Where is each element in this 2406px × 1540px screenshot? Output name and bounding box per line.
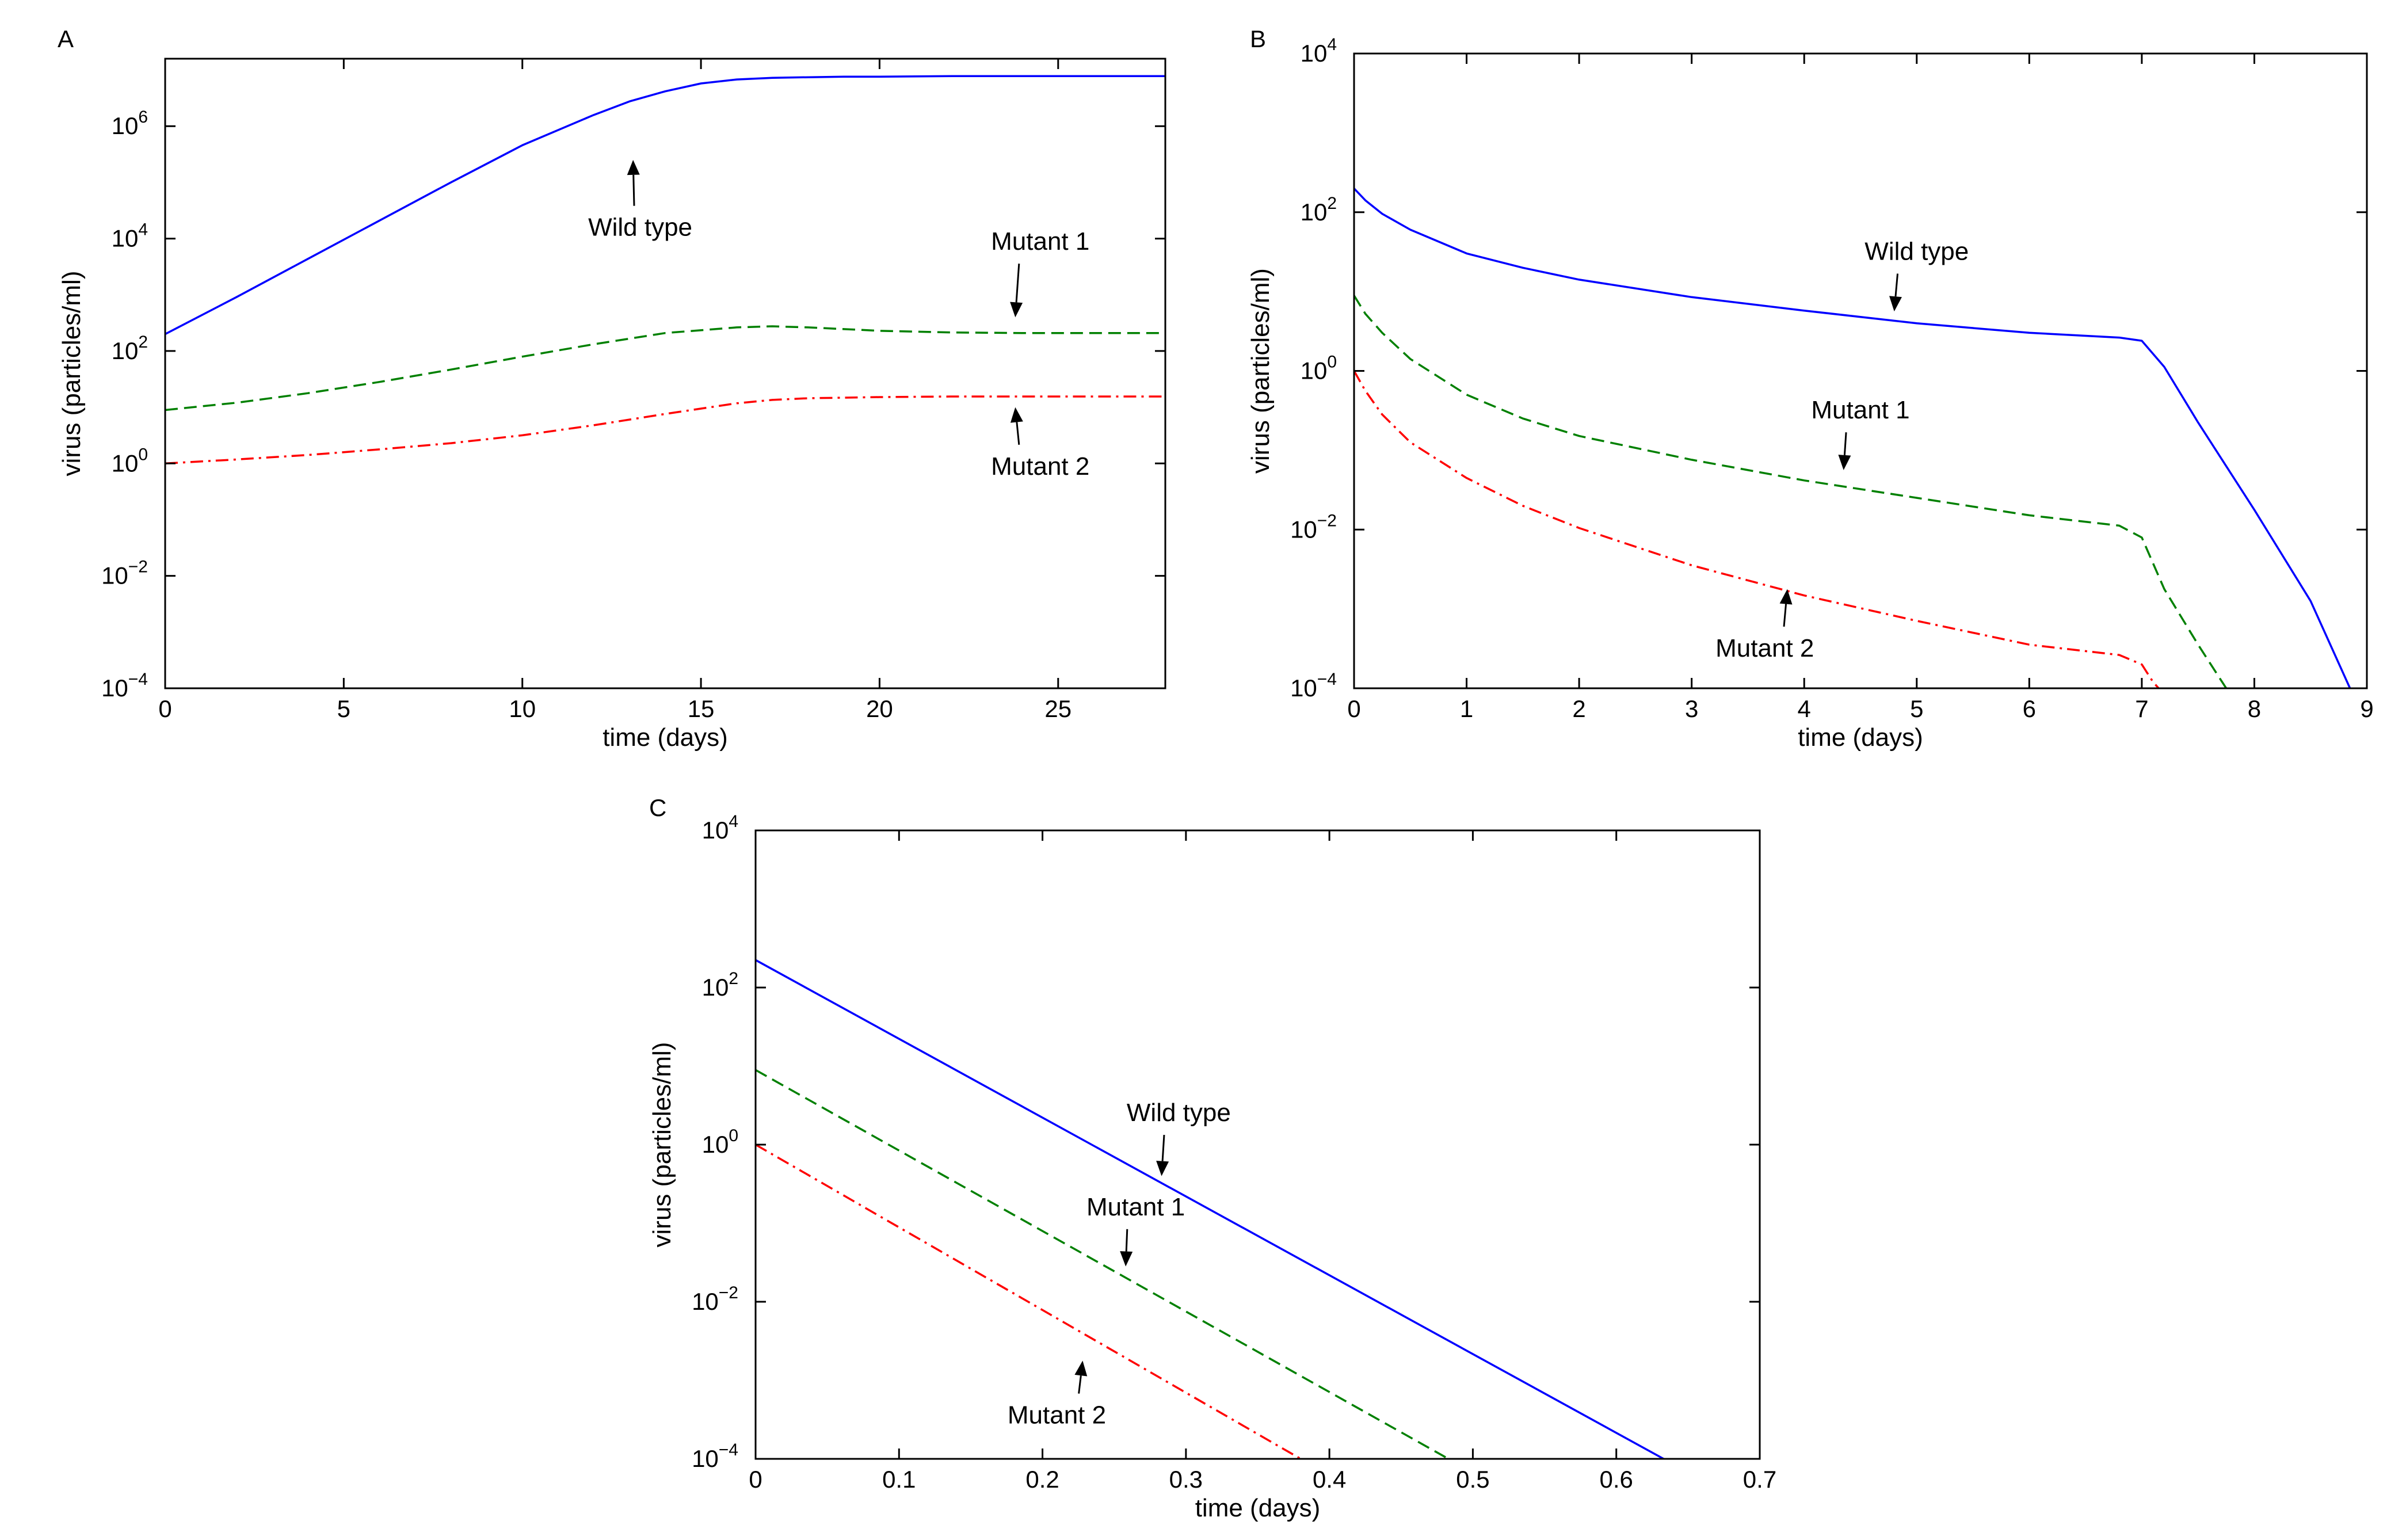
y-axis-label: virus (particles/ml): [58, 271, 86, 477]
y-tick-label: 10−4: [1290, 670, 1337, 702]
annotation-arrow: [1843, 432, 1847, 456]
x-tick-label: 0.2: [1025, 1466, 1059, 1493]
x-tick-label: 9: [2360, 695, 2373, 722]
series-line-mutant-1: [165, 325, 1165, 411]
x-tick-label: 5: [1910, 695, 1923, 722]
annotation-arrowhead: [1838, 455, 1851, 470]
y-tick-label: 10−2: [101, 558, 148, 589]
series-line-mutant-2: [756, 1143, 1302, 1459]
x-tick-label: 0.4: [1313, 1466, 1346, 1493]
annotation-arrow: [1015, 264, 1020, 303]
annotation-arrowhead: [1074, 1360, 1088, 1377]
y-tick-label: 100: [112, 445, 148, 477]
x-tick-label: 10: [509, 695, 536, 722]
x-tick-label: 3: [1685, 695, 1698, 722]
panel-b-chart: B 0 1 2 3 4 5 6 7 8 9 10−4 10−2 100 102 104 time (days) v…: [1246, 25, 2374, 752]
x-axis-label: time (days): [603, 723, 728, 752]
annotation-arrowhead: [1010, 407, 1023, 423]
annotation-arrowhead: [1120, 1251, 1133, 1267]
x-tick-label: 0.7: [1743, 1466, 1776, 1493]
plot-area-frame: [754, 829, 1761, 1460]
annotation-wild-type: Wild type: [588, 214, 692, 242]
annotation-mutant-2: Mutant 2: [1008, 1401, 1106, 1430]
x-tick-label: 1: [1460, 695, 1473, 722]
y-axis-label: virus (particles/ml): [1246, 268, 1275, 474]
x-tick-label: 0: [158, 695, 171, 722]
y-tick-label: 100: [702, 1126, 738, 1158]
annotation-mutant-1: Mutant 1: [1086, 1193, 1185, 1221]
y-tick-label: 106: [112, 108, 148, 139]
series-line-wild-type: [1354, 188, 2351, 688]
x-tick-label: 0.6: [1600, 1466, 1633, 1493]
y-tick-label: 10−4: [692, 1440, 738, 1472]
annotation-arrow: [1016, 422, 1020, 445]
annotation-arrowhead: [1779, 589, 1793, 605]
panel-letter-a: A: [58, 25, 74, 52]
x-axis-label: time (days): [1195, 1494, 1321, 1522]
panel-c-chart: C 0 0.1 0.2 0.3 0.4 0.5 0.6 0.7 10−4 10−2 100 102 104…: [648, 794, 1776, 1522]
annotation-arrowhead: [1889, 296, 1902, 312]
x-tick-label: 4: [1798, 695, 1811, 722]
x-tick-label: 20: [866, 695, 893, 722]
y-tick-label: 10−2: [1290, 511, 1337, 543]
annotation-wild-type: Wild type: [1864, 237, 1969, 265]
y-tick-label: 10−2: [692, 1283, 738, 1315]
annotation-arrow: [1125, 1229, 1128, 1252]
y-tick-label: 102: [702, 969, 738, 1001]
series-line-mutant-2: [1354, 370, 2160, 688]
x-tick-label: 0: [1347, 695, 1360, 722]
x-tick-label: 0.5: [1456, 1466, 1489, 1493]
y-tick-label: 104: [1301, 35, 1337, 67]
panel-letter-c: C: [649, 794, 666, 821]
y-tick-label: 10−4: [101, 670, 148, 702]
annotation-arrowhead: [1010, 302, 1023, 318]
annotation-mutant-2: Mutant 2: [991, 452, 1089, 481]
annotation-mutant-1: Mutant 1: [991, 227, 1089, 256]
series-line-wild-type: [165, 75, 1165, 336]
plot-area-frame: [164, 58, 1166, 689]
x-tick-label: 6: [2023, 695, 2036, 722]
x-axis-label: time (days): [1798, 723, 1923, 752]
y-axis-label: virus (particles/ml): [648, 1042, 676, 1248]
annotation-arrow: [1894, 273, 1899, 297]
x-tick-label: 25: [1044, 695, 1072, 722]
x-tick-label: 0: [749, 1466, 762, 1493]
panel-a-chart: A 0 5 10 15 20 25 10−4 10−2 100 102 104 106 time (day…: [58, 25, 1166, 752]
y-tick-label: 102: [1301, 194, 1337, 226]
annotation-arrowhead: [1156, 1160, 1169, 1176]
series-line-mutant-1: [1354, 295, 2228, 688]
series-line-wild-type: [756, 959, 1664, 1459]
annotation-mutant-1: Mutant 1: [1811, 396, 1909, 424]
annotation-mutant-2: Mutant 2: [1715, 634, 1814, 662]
y-tick-label: 104: [702, 812, 738, 844]
x-tick-label: 5: [337, 695, 350, 722]
plot-area-frame: [1353, 52, 2368, 689]
x-tick-label: 0.1: [882, 1466, 916, 1493]
panel-letter-b: B: [1250, 25, 1266, 52]
annotation-arrow: [1078, 1375, 1082, 1394]
y-tick-label: 104: [112, 220, 148, 252]
series-line-mutant-2: [165, 395, 1165, 465]
annotation-arrow: [1783, 604, 1787, 627]
annotation-arrowhead: [627, 159, 640, 176]
annotation-wild-type: Wild type: [1127, 1099, 1231, 1127]
x-tick-label: 8: [2248, 695, 2261, 722]
x-tick-label: 7: [2135, 695, 2148, 722]
y-tick-label: 100: [1301, 353, 1337, 384]
x-tick-label: 0.3: [1169, 1466, 1203, 1493]
x-tick-label: 15: [688, 695, 715, 722]
x-tick-label: 2: [1572, 695, 1585, 722]
y-tick-label: 102: [112, 333, 148, 364]
annotation-arrow: [1161, 1134, 1165, 1161]
